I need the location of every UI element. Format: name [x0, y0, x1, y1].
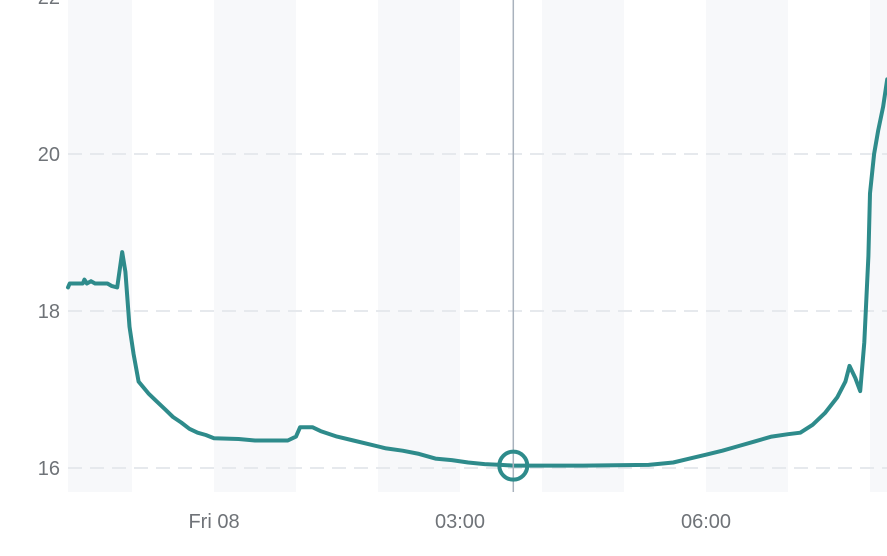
hour-bands [68, 0, 887, 492]
hour-band [870, 0, 887, 492]
y-tick-label: 20 [38, 144, 60, 166]
hour-band [68, 0, 132, 492]
y-tick-label: 22 [38, 0, 60, 9]
hour-band [706, 0, 788, 492]
y-axis-tick-labels: 16 18 20 22 [38, 0, 60, 480]
y-tick-label: 16 [38, 458, 60, 480]
hour-band [542, 0, 624, 492]
hour-band [378, 0, 460, 492]
x-tick-label: Fri 08 [188, 511, 239, 533]
gridlines [68, 153, 887, 469]
y-tick-label: 18 [38, 301, 60, 323]
x-tick-label: 03:00 [435, 511, 485, 533]
hour-band [214, 0, 296, 492]
series-line-temperature [66, 77, 887, 468]
x-tick-label: 06:00 [681, 511, 731, 533]
hover-point-marker[interactable] [497, 449, 530, 482]
x-axis-tick-labels: Fri 08 03:00 06:00 [188, 511, 731, 533]
